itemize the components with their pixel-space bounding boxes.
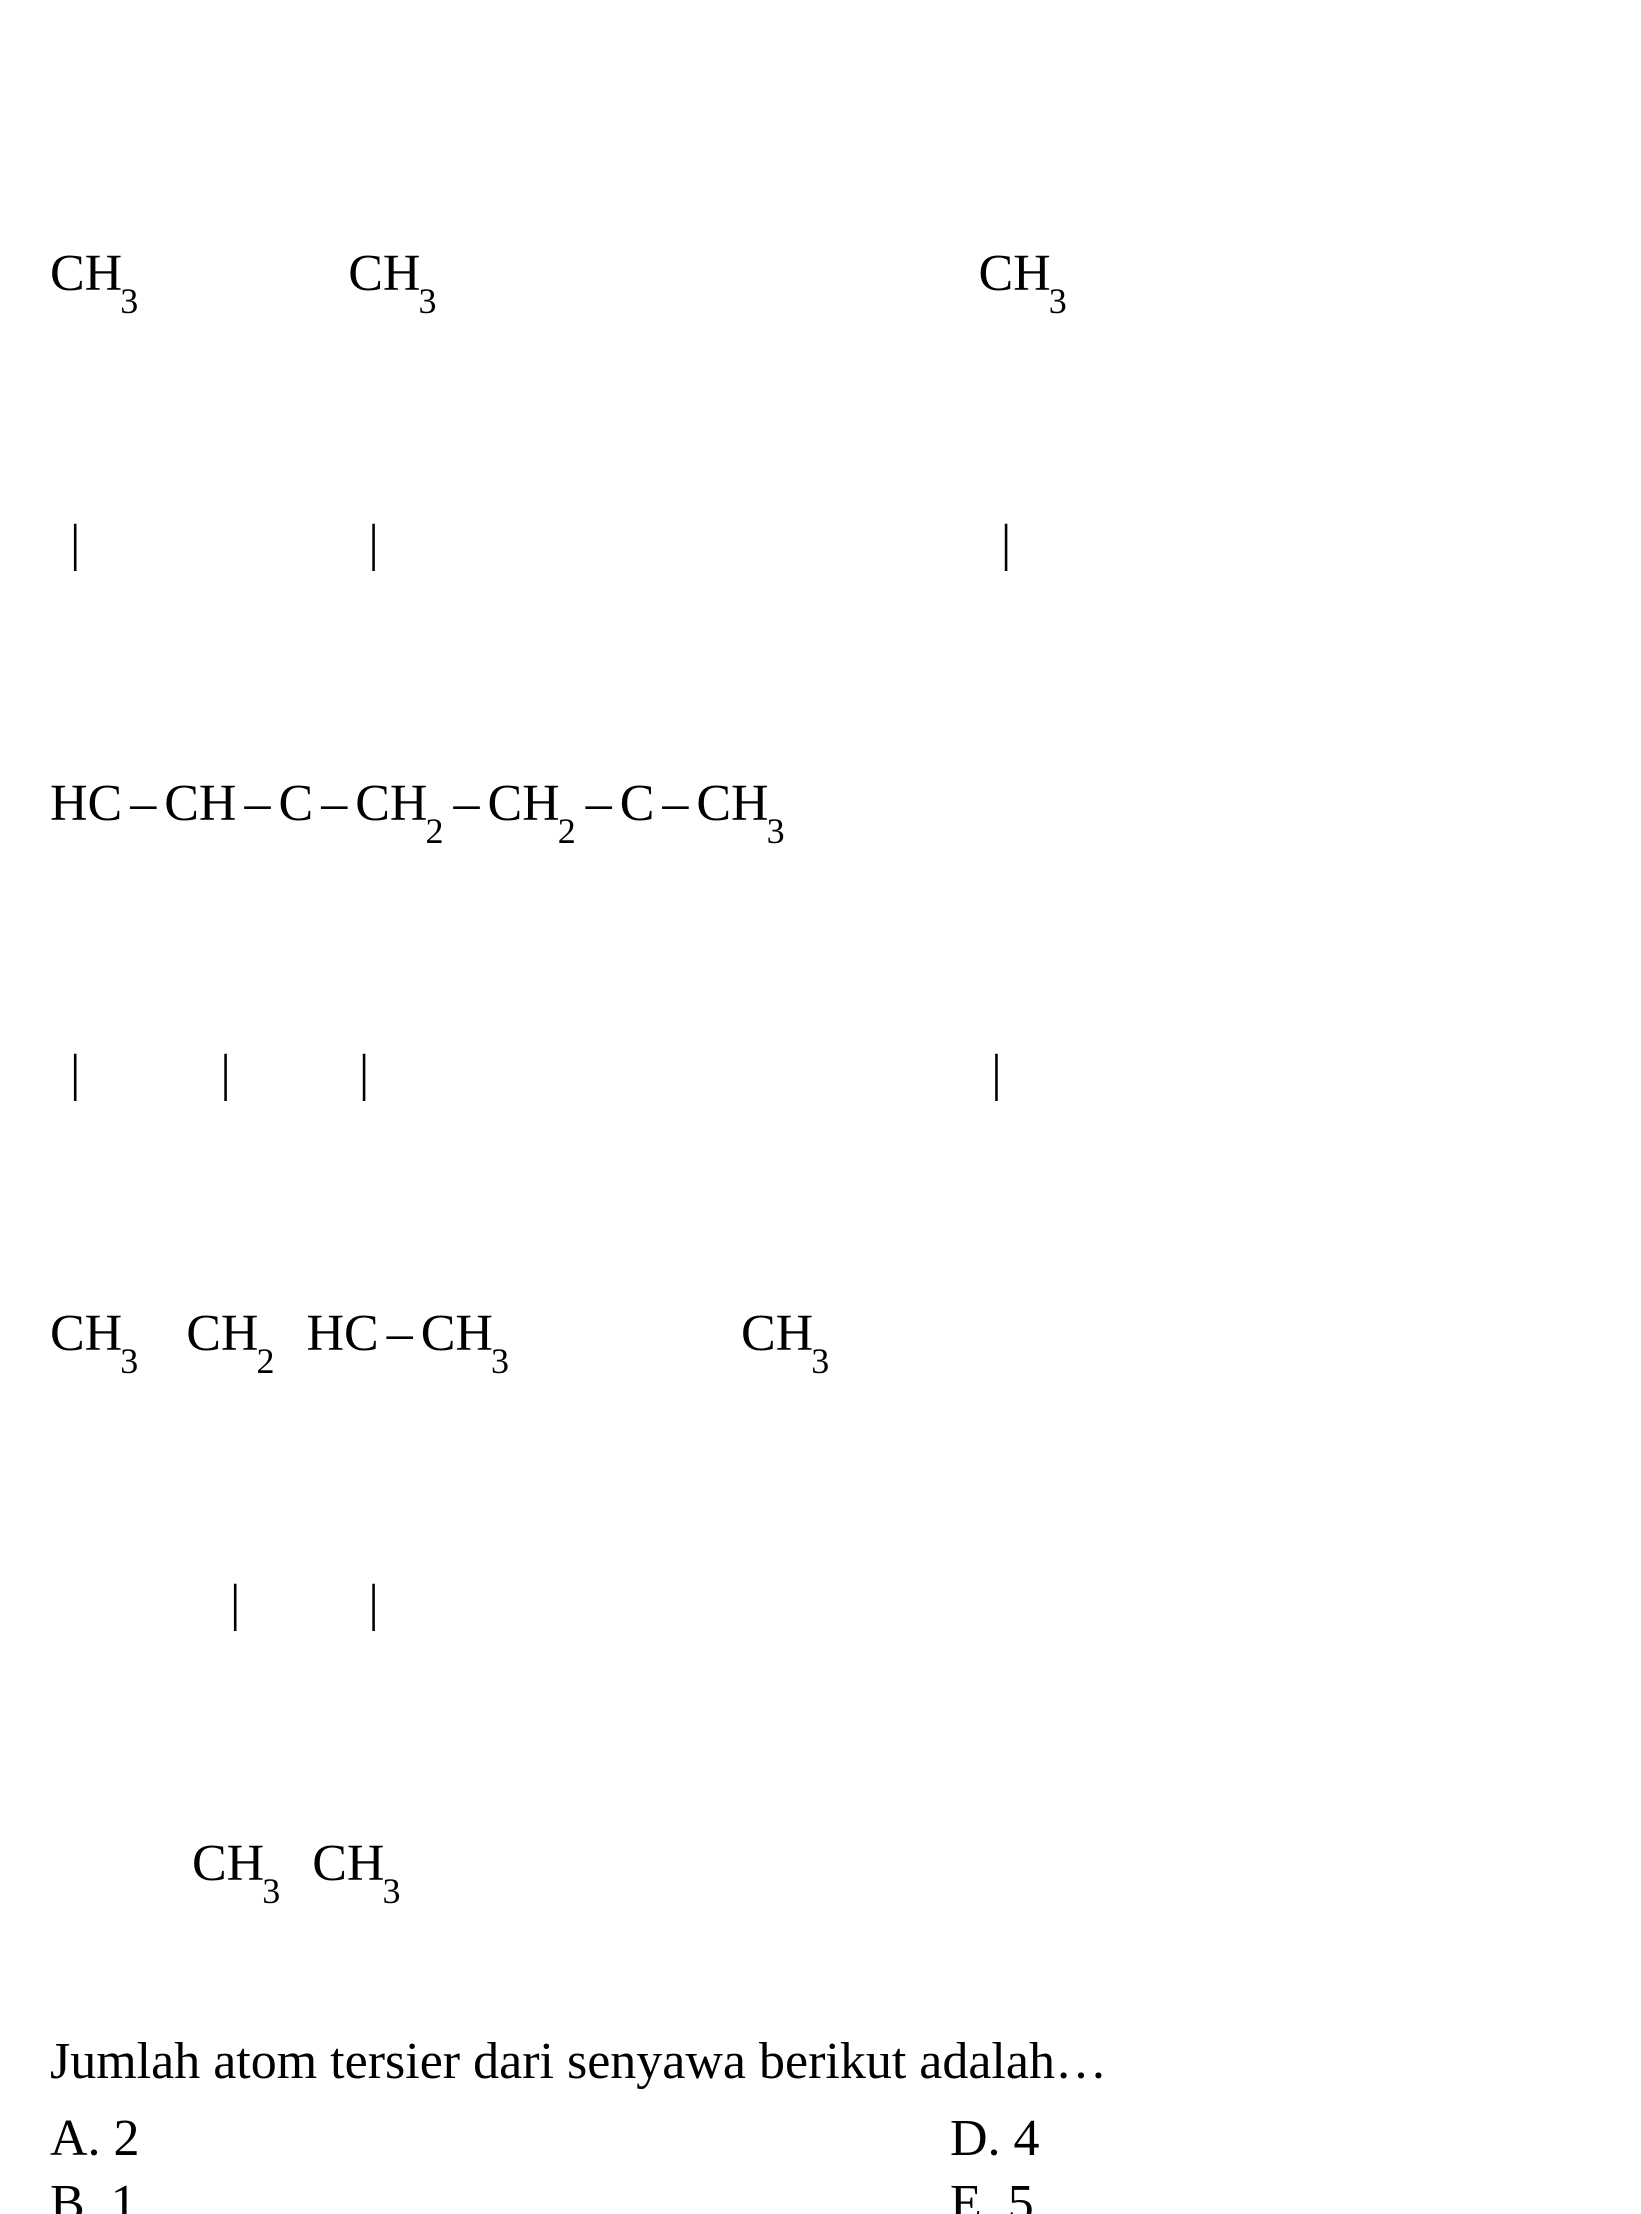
atom-hc: HC: [50, 778, 122, 830]
group-ch3-top-3: CH3: [979, 248, 1069, 307]
vbond-icon: |: [1001, 518, 1011, 570]
structure-bonds-1: | | |: [50, 518, 1591, 570]
structure-row-7: CH3 CH3: [50, 1838, 1591, 1900]
atom-c: C: [620, 778, 655, 830]
hbond-icon: –: [453, 778, 479, 830]
option-b: B. 1: [50, 2174, 950, 2214]
atom-ch2: CH2: [355, 778, 445, 837]
group-ch3: CH3: [741, 1308, 831, 1367]
vbond-icon: |: [70, 1048, 80, 1100]
option-e: E. 5: [950, 2174, 1591, 2214]
group-ch3: CH3: [312, 1838, 402, 1897]
structure-row-5: CH3 CH2 HC – CH3 CH3: [50, 1308, 1591, 1370]
structure-row-1: CH3 CH3 CH3: [50, 248, 1591, 310]
hbond-icon: –: [130, 778, 156, 830]
vbond-icon: |: [991, 1048, 1001, 1100]
group-ch3-top-2: CH3: [348, 248, 438, 307]
hbond-icon: –: [586, 778, 612, 830]
hbond-icon: –: [662, 778, 688, 830]
hbond-icon: –: [321, 778, 347, 830]
atom-ch2: CH2: [487, 778, 577, 837]
option-a: A. 2: [50, 2109, 950, 2168]
vbond-icon: |: [368, 518, 378, 570]
atom-c: C: [279, 778, 314, 830]
vbond-icon: |: [230, 1578, 240, 1630]
chemical-structure: CH3 CH3 CH3 | | | HC – CH – C – CH2 – CH…: [50, 40, 1591, 2004]
vbond-icon: |: [220, 1048, 230, 1100]
structure-bonds-3: | |: [50, 1578, 1591, 1630]
atom-ch3: CH3: [696, 778, 786, 837]
question-text: Jumlah atom tersier dari senyawa berikut…: [50, 2032, 1591, 2091]
structure-main-chain: HC – CH – C – CH2 – CH2 – C – CH3: [50, 778, 1591, 840]
group-ch2: CH2: [186, 1308, 276, 1367]
structure-bonds-2: | | | |: [50, 1048, 1591, 1100]
answer-options: A. 2 D. 4 B. 1 E. 5 C. 3: [50, 2109, 1591, 2214]
atom-ch: CH: [164, 778, 236, 830]
group-ch3: CH3: [50, 1308, 140, 1367]
group-ch3: CH3: [192, 1838, 282, 1897]
hbond-icon: –: [245, 778, 271, 830]
vbond-icon: |: [70, 518, 80, 570]
vbond-icon: |: [368, 1578, 378, 1630]
option-d: D. 4: [950, 2109, 1591, 2168]
group-ch3: CH3: [421, 1308, 511, 1367]
hbond-icon: –: [387, 1308, 413, 1360]
vbond-icon: |: [359, 1048, 369, 1100]
atom-hc: HC: [307, 1308, 379, 1360]
group-ch3-top-1: CH3: [50, 248, 140, 307]
